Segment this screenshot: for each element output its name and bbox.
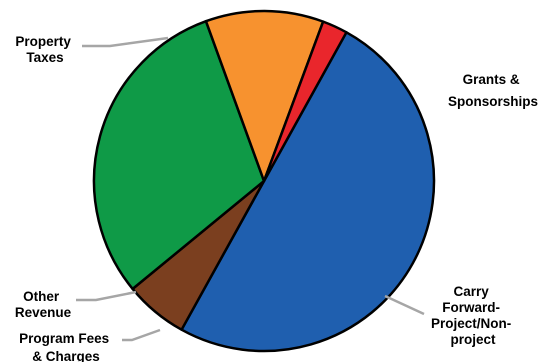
slice-property-taxes	[180, 31, 436, 353]
leader-program-fees	[122, 328, 161, 342]
slice-carry-forward	[92, 19, 266, 291]
slice-program-fees	[204, 9, 325, 183]
label-property-taxes: Property Taxes	[15, 34, 74, 65]
leader-lines	[76, 36, 425, 342]
slice-other-revenue	[262, 20, 348, 183]
label-program-fees: Program Fees & Charges	[19, 331, 113, 362]
leader-carry-forward	[384, 294, 425, 316]
label-carry-forward: Carry Forward- Project/Non- project	[431, 284, 515, 347]
leader-other-revenue	[76, 290, 137, 302]
label-other-revenue: Other Revenue	[15, 289, 72, 320]
leader-property-taxes	[82, 36, 169, 48]
label-grants-sponsorships: Grants & Sponsorships	[448, 72, 538, 109]
pie-slices	[92, 9, 436, 353]
